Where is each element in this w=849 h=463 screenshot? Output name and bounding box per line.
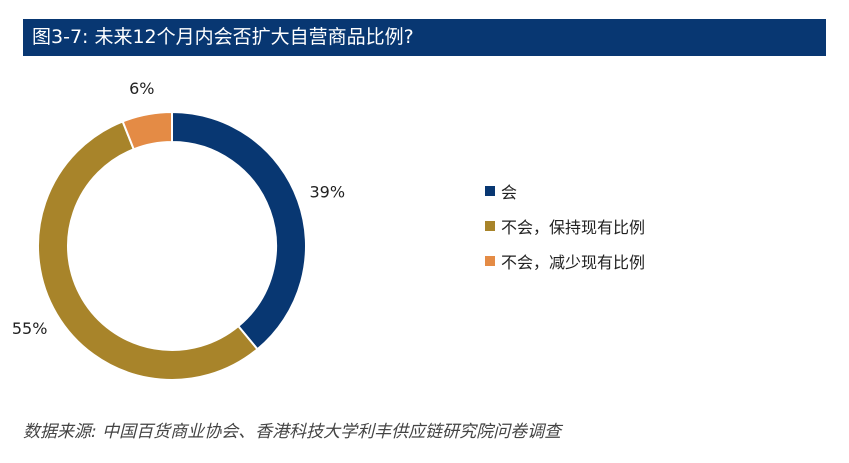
legend-label: 不会，保持现有比例	[501, 218, 646, 237]
legend-item-2: 不会，保持现有比例	[485, 214, 645, 238]
chart-title: 图3-7: 未来12个月内会否扩大自营商品比例?	[23, 19, 826, 56]
slice-value-label-2: 55%	[12, 319, 48, 338]
legend-swatch	[485, 186, 495, 196]
legend: 会不会，保持现有比例 不会，减少现有比例	[485, 179, 645, 284]
legend-swatch	[485, 256, 495, 266]
donut-slice-1	[171, 110, 307, 351]
legend-label: 不会，减少现有比例	[501, 253, 646, 272]
legend-label: 会	[501, 183, 518, 202]
legend-item-1: 会	[485, 179, 645, 203]
source-note: 数据来源: 中国百货商业协会、香港科技大学利丰供应链研究院问卷调查	[23, 422, 562, 442]
slice-value-label-3: 6%	[129, 79, 154, 98]
legend-item-3: 不会，减少现有比例	[485, 249, 645, 273]
donut-slice-3	[121, 110, 173, 151]
donut-slice-2	[37, 120, 259, 381]
legend-swatch	[485, 221, 495, 231]
slice-value-label-1: 39%	[309, 182, 345, 201]
